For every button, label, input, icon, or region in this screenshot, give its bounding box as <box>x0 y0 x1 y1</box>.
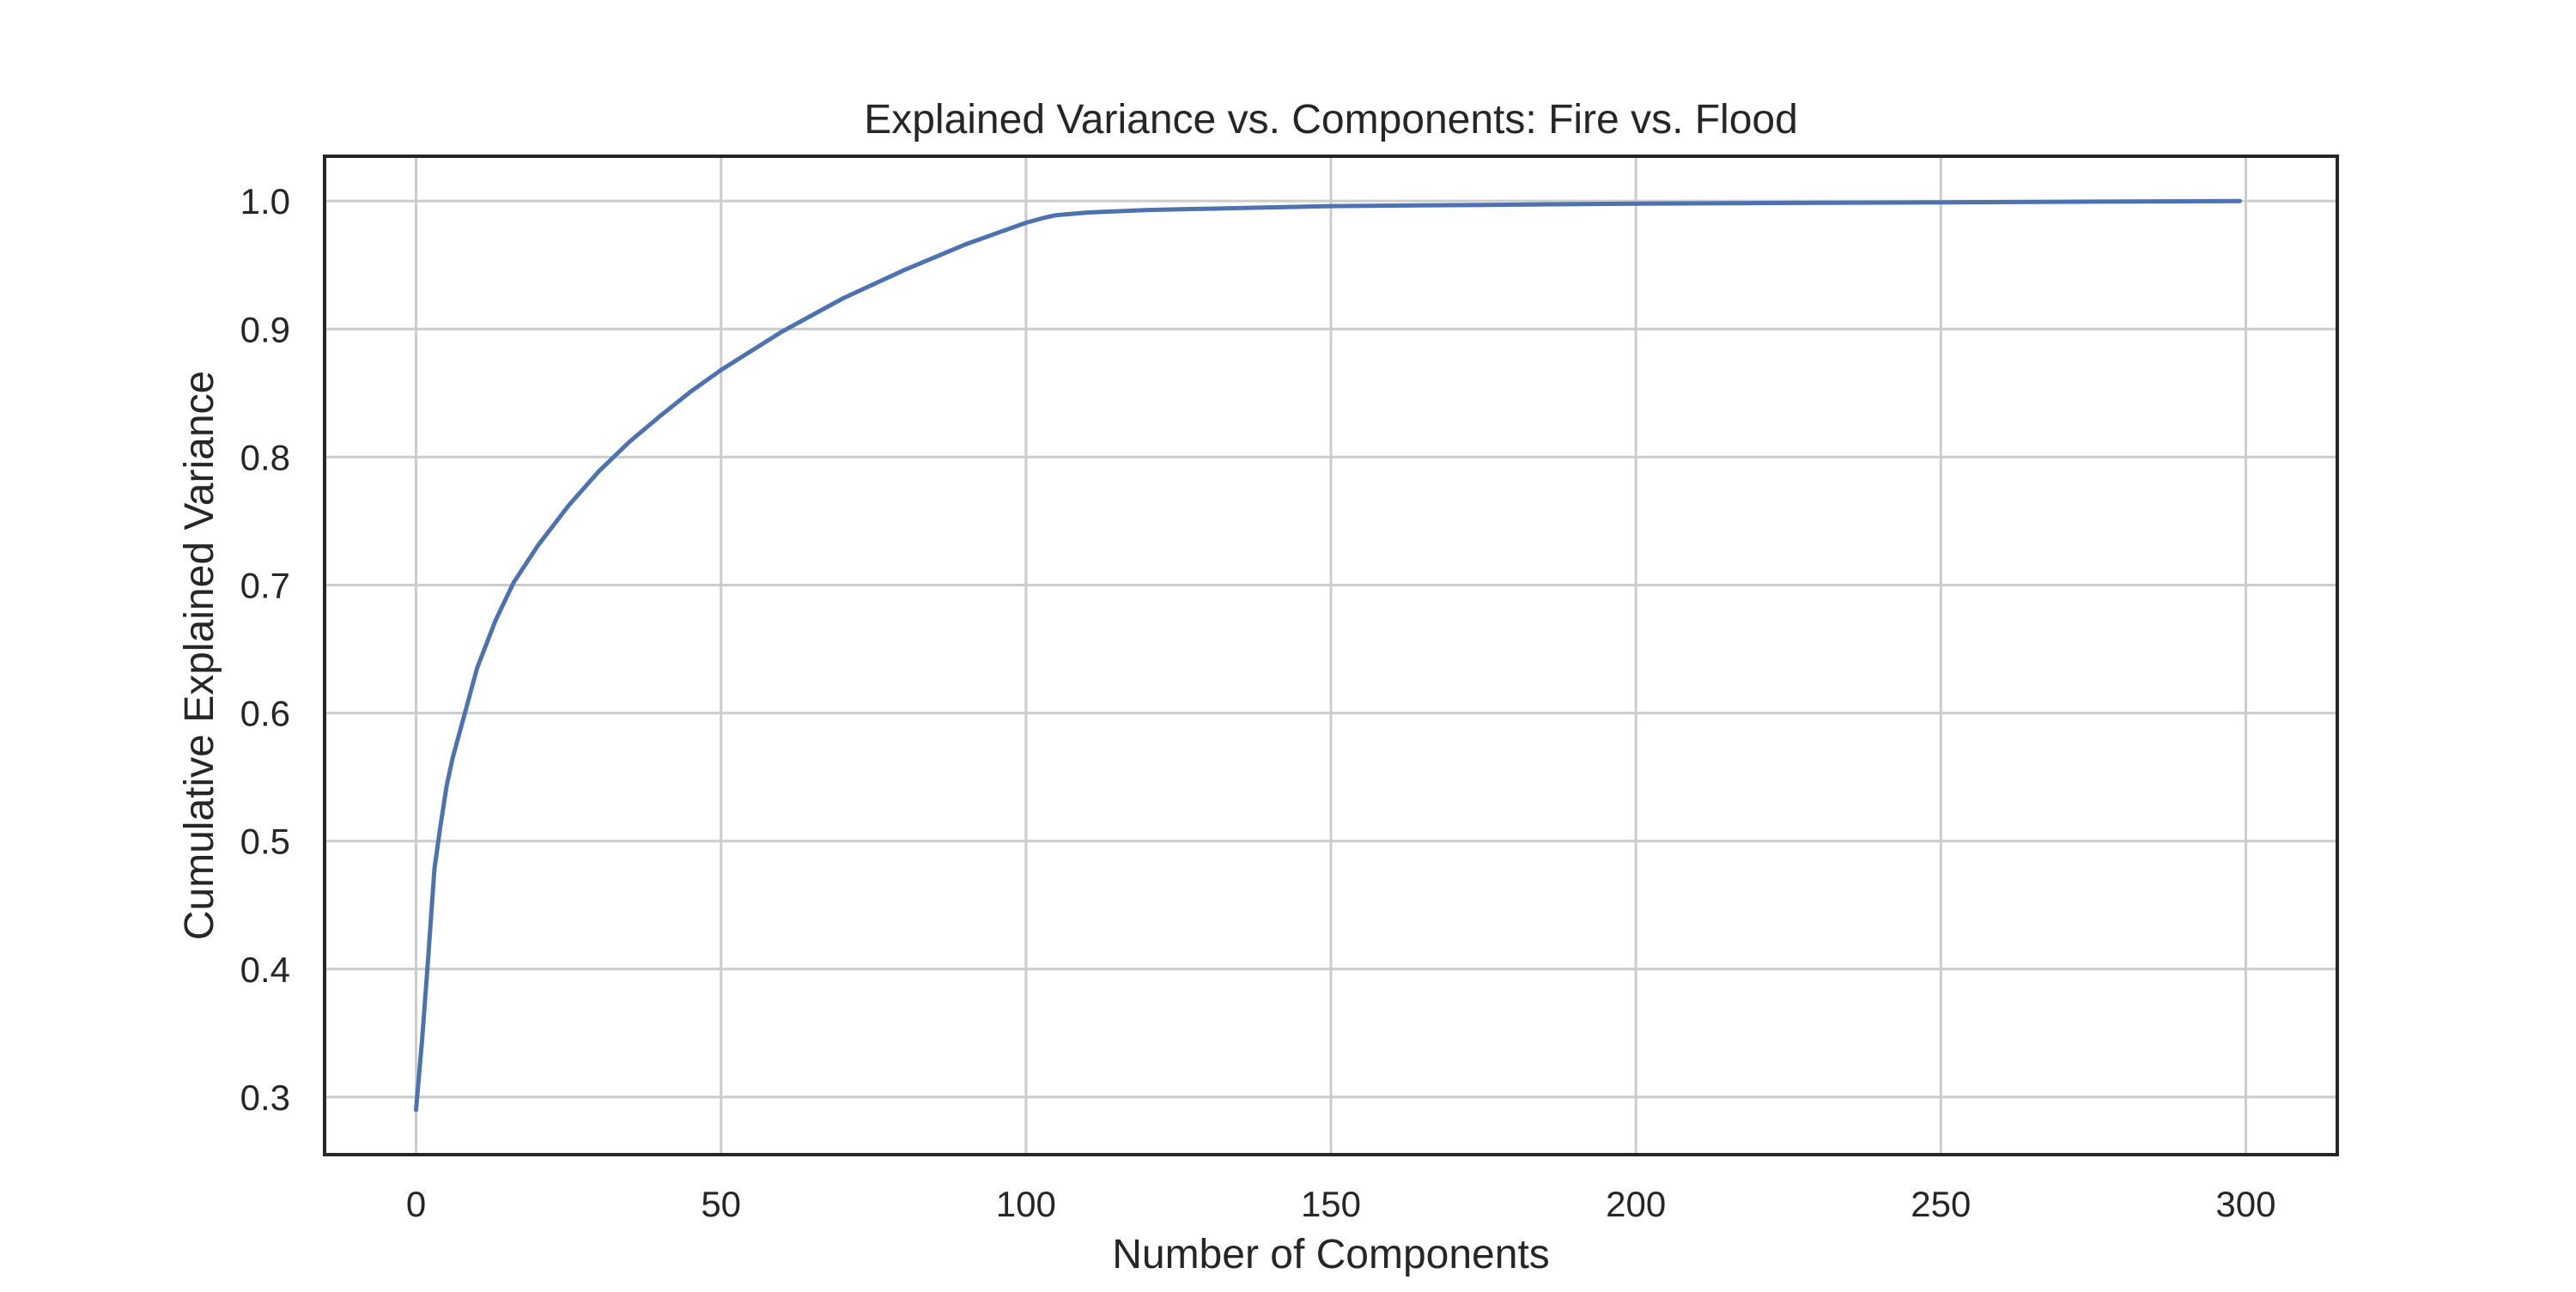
x-tick-label: 100 <box>996 1184 1056 1224</box>
x-tick-label: 250 <box>1911 1184 1971 1224</box>
y-tick-label: 0.9 <box>240 309 290 349</box>
grid <box>325 156 2337 1155</box>
x-tick-label: 0 <box>406 1184 426 1224</box>
series-layer <box>414 198 2242 1113</box>
y-axis-label: Cumulative Explained Variance <box>177 371 222 940</box>
plot-frame <box>323 155 2339 1156</box>
x-axis-ticks: 0 50 100 150 200 250 300 <box>406 1184 2276 1224</box>
y-tick-label: 0.4 <box>240 949 290 990</box>
y-axis-ticks: 0.3 0.4 0.5 0.6 0.7 0.8 0.9 1.0 <box>240 181 290 1118</box>
x-tick-label: 200 <box>1606 1184 1666 1224</box>
y-tick-label: 0.8 <box>240 437 290 477</box>
chart-title: Explained Variance vs. Components: Fire … <box>864 97 1798 143</box>
x-tick-label: 50 <box>701 1184 741 1224</box>
y-tick-label: 0.3 <box>240 1077 290 1118</box>
y-tick-label: 0.6 <box>240 694 290 734</box>
y-tick-label: 0.5 <box>240 822 290 862</box>
cumulative-variance-line <box>414 198 2242 1113</box>
x-tick-label: 300 <box>2215 1184 2275 1224</box>
y-tick-label: 0.7 <box>240 565 290 605</box>
x-tick-label: 150 <box>1301 1184 1361 1224</box>
y-tick-label: 1.0 <box>240 181 290 221</box>
x-axis-label: Number of Components <box>1112 1232 1550 1277</box>
